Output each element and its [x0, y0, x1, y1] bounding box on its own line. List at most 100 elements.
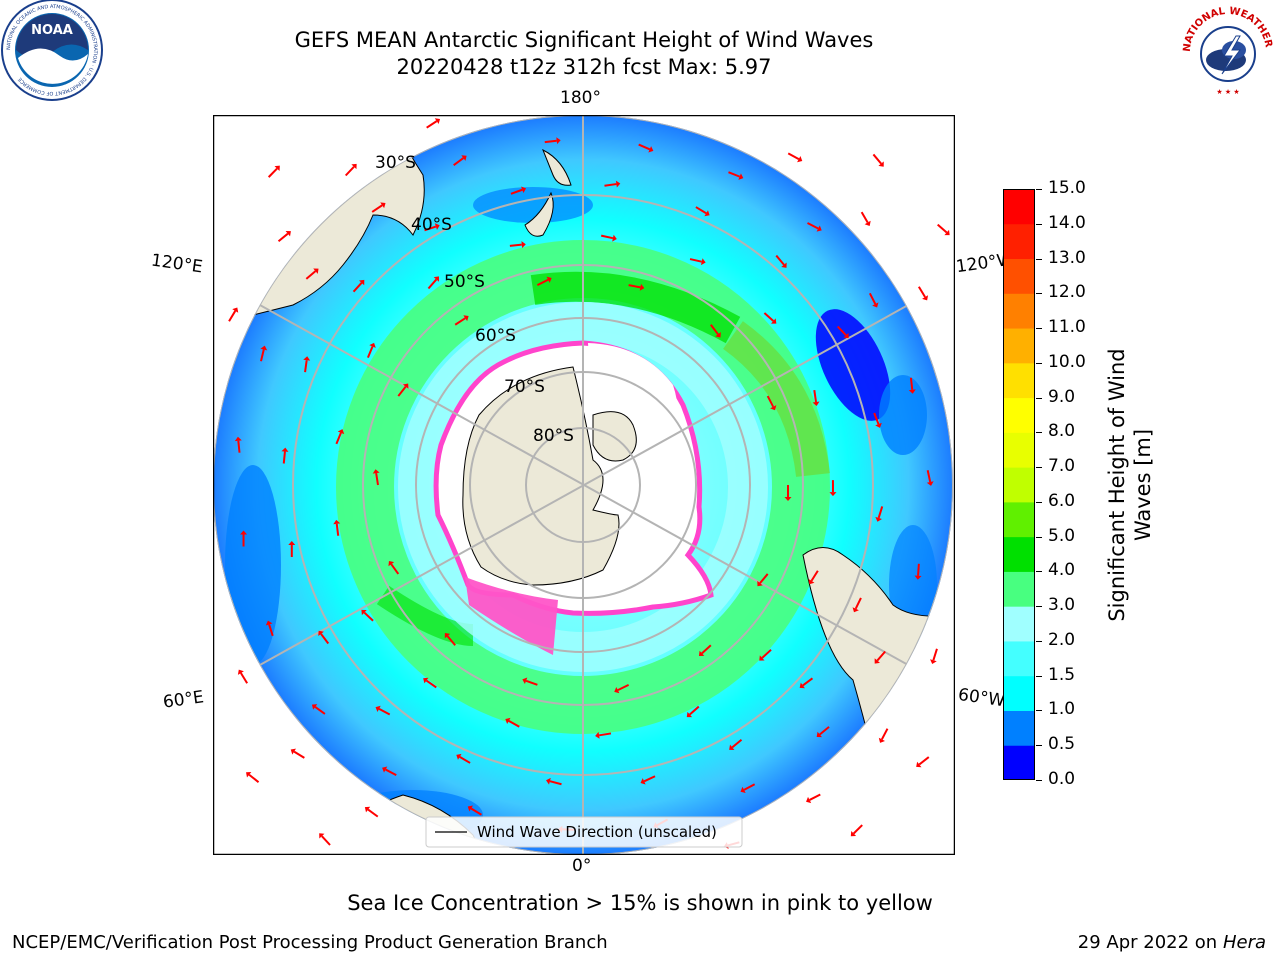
wave-arrow-shaft	[701, 644, 712, 655]
sea-ice-note: Sea Ice Concentration > 15% is shown in …	[347, 891, 933, 915]
polar-map: 30°S 40°S 50°S 60°S 70°S 80°S Wind Wave …	[212, 114, 956, 856]
colorbar-band	[1003, 745, 1035, 781]
colorbar-tick-mark	[1036, 432, 1042, 434]
colorbar-band	[1003, 501, 1035, 538]
wave-arrow-head	[740, 786, 746, 793]
wave-arrow-shaft	[628, 284, 641, 289]
wave-arrow-head	[816, 731, 822, 738]
wave-arrow-shaft	[807, 222, 819, 230]
wave-arrow-head	[546, 276, 552, 283]
wave-arrow-shaft	[268, 624, 274, 637]
wave-arrow-shaft	[453, 157, 464, 166]
colorbar-tick-label: 11.0	[1048, 317, 1086, 338]
wave-arrow-shaft	[743, 783, 756, 791]
lon-label-120w: 120°W	[956, 254, 1004, 278]
wave-arrow-head	[700, 258, 706, 266]
wave-arrow-head	[260, 345, 268, 351]
wave-arrow-shaft	[868, 292, 877, 305]
wave-arrow-head	[595, 731, 600, 739]
colorbar-tick-mark	[1036, 258, 1042, 260]
wave-arrow-shaft	[598, 732, 612, 737]
lon-label-60e: 60°E	[161, 687, 206, 713]
colorbar-tick-mark	[1036, 571, 1042, 573]
svg-text:★ ★ ★: ★ ★ ★	[1216, 88, 1239, 96]
wave-arrow-head	[759, 655, 765, 661]
wave-arrow-head	[290, 748, 296, 755]
wave-arrow-shaft	[344, 166, 355, 177]
lat-label-50: 50°S	[444, 272, 485, 292]
colorbar-bands	[1003, 189, 1035, 781]
wave-arrow-head	[461, 155, 467, 161]
wave-arrow-shaft	[427, 278, 438, 290]
wave-arrow-head	[423, 677, 429, 684]
lat-label-70: 70°S	[504, 377, 545, 397]
colorbar-tick-label: 8.0	[1048, 421, 1076, 442]
new-zealand-land	[524, 148, 572, 237]
colorbar-band	[1003, 606, 1035, 642]
wave-arrow-shaft	[759, 573, 769, 584]
wave-arrow-head	[232, 307, 239, 313]
colorbar-label-line1: Significant Height of Wind	[1105, 348, 1129, 622]
wave-arrow-head	[522, 677, 528, 685]
wave-arrow-shaft	[761, 649, 772, 659]
wave-arrow-shaft	[248, 773, 260, 783]
wave-arrow-head	[556, 137, 561, 145]
wave-arrow-head	[640, 778, 646, 785]
colorbar-band	[1003, 536, 1035, 572]
wave-arrow-head	[351, 163, 357, 170]
wave-arrow-head	[369, 342, 376, 348]
wave-arrow-head	[914, 575, 922, 580]
wave-arrow-shaft	[375, 472, 379, 486]
wave-arrow-shaft	[321, 835, 331, 846]
latitude-labels: 30°S 40°S 50°S 60°S 70°S 80°S	[375, 153, 574, 446]
wave-arrow-shaft	[237, 440, 241, 453]
colorbar-band	[1003, 397, 1035, 433]
lat-label-30: 30°S	[375, 153, 416, 173]
wave-arrow-head	[864, 220, 871, 226]
wave-arrow-head	[850, 831, 857, 837]
wave-arrow-shaft	[544, 139, 557, 144]
wave-arrow-head	[781, 262, 787, 268]
wave-arrow-head	[463, 315, 469, 322]
wave-arrow-shaft	[787, 152, 800, 161]
colorbar-band	[1003, 328, 1035, 364]
wave-arrow-head	[285, 230, 291, 237]
wave-arrow-head	[274, 165, 280, 171]
wave-arrow-shaft	[932, 648, 938, 661]
wave-arrow-head	[311, 704, 318, 710]
wave-arrow-head	[337, 429, 345, 435]
colorbar-tick-mark	[1036, 675, 1042, 677]
wave-arrow-head	[456, 753, 462, 760]
wave-arrow-head	[614, 687, 620, 694]
colorbar-tick-mark	[1036, 467, 1042, 469]
lon-label-120w-clip: 120°W	[956, 254, 1004, 280]
wave-arrow-head	[382, 766, 388, 773]
title-line-2: 20220428 t12z 312h fcst Max: 5.97	[396, 55, 772, 79]
colorbar-tick-label: 10.0	[1048, 351, 1086, 372]
title-line-1: GEFS MEAN Antarctic Significant Height o…	[294, 28, 874, 52]
wave-arrow-head	[234, 436, 242, 442]
wave-arrow-shaft	[775, 254, 785, 266]
lon-label-60w-clip: 60°W	[958, 688, 1004, 714]
colorbar-frame	[1003, 189, 1035, 780]
wave-arrow-shaft	[617, 683, 630, 692]
wave-arrow-shaft	[802, 677, 814, 687]
wave-arrow-head	[852, 607, 859, 613]
run-date: 29 Apr 2022 on Hera	[1078, 932, 1266, 953]
colorbar-band	[1003, 293, 1035, 329]
colorbar-tick-label: 5.0	[1048, 525, 1076, 546]
wave-arrow-shaft	[604, 183, 617, 187]
wave-arrow-head	[402, 383, 409, 389]
colorbar-tick-label: 9.0	[1048, 386, 1076, 407]
wave-arrow-head	[874, 658, 880, 664]
colorbar-tick-mark	[1036, 362, 1042, 364]
wave-arrow-shaft	[363, 611, 374, 622]
lat-label-60: 60°S	[475, 326, 516, 346]
wave-arrow-head	[926, 481, 934, 486]
wave-arrow-shaft	[390, 563, 400, 575]
colorbar-tick-label: 6.0	[1048, 490, 1076, 511]
wave-arrow-shaft	[304, 360, 308, 373]
colorbar-tick-label: 7.0	[1048, 456, 1076, 477]
colorbar-band	[1003, 710, 1035, 746]
wave-arrow-head	[812, 401, 820, 406]
